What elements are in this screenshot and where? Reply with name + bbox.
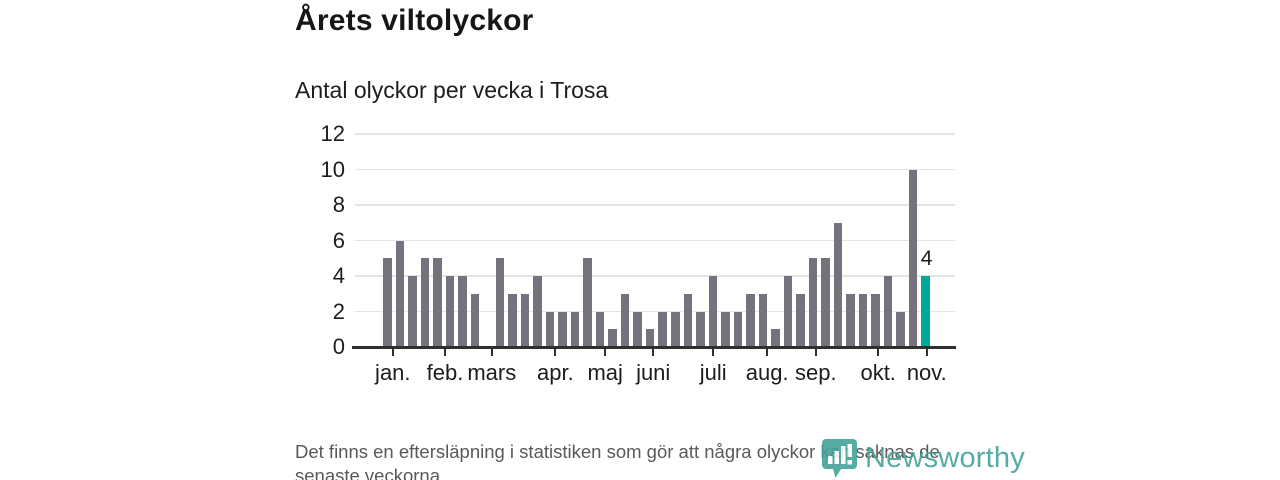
bar	[458, 276, 467, 347]
plot-area: 4	[355, 133, 955, 347]
newsworthy-pin-barchart-icon	[821, 438, 858, 479]
bar	[395, 240, 405, 347]
bar	[908, 169, 918, 347]
y-axis-labels: 0 2 4 6 8 10 12	[270, 121, 345, 359]
x-axis-month-label: juli	[699, 360, 727, 385]
x-axis-month-label: aug.	[745, 360, 789, 385]
bar	[821, 258, 830, 347]
bar	[420, 258, 430, 347]
bar	[846, 293, 855, 347]
bar	[746, 293, 755, 347]
gridline	[355, 310, 955, 313]
newsworthy-wordmark: Newsworthy	[865, 442, 1025, 474]
chart-subtitle: Antal olyckor per vecka i Trosa	[295, 77, 609, 103]
x-axis: jan. feb. mars apr. maj juni juli aug. sep. okt. n…	[355, 348, 955, 398]
y-axis-tick-label: 2	[332, 298, 345, 324]
y-axis-tick-label: 10	[320, 156, 345, 182]
x-axis-month-label: maj	[587, 360, 623, 385]
y-axis-tick-label: 0	[332, 334, 345, 359]
highlighted-bar	[921, 276, 930, 347]
x-axis-tick	[444, 348, 446, 356]
x-axis-month-label: nov.	[906, 360, 947, 385]
x-axis-month-label: okt.	[860, 360, 896, 385]
x-axis-tick	[766, 348, 769, 356]
bar	[520, 293, 530, 347]
x-axis-month-label: feb.	[426, 360, 464, 385]
y-axis-tick-label: 12	[320, 121, 345, 146]
bar	[495, 258, 505, 347]
bar	[708, 276, 718, 347]
gridline	[355, 204, 955, 206]
bar	[595, 311, 605, 347]
bar	[508, 293, 517, 347]
bar	[658, 311, 667, 347]
gridline	[355, 168, 955, 171]
gridline	[355, 133, 955, 135]
bar	[896, 311, 905, 347]
bar	[558, 311, 567, 347]
x-axis-tick	[877, 348, 880, 356]
x-axis-month-label: sep.	[795, 360, 837, 385]
x-axis-tick	[652, 348, 655, 356]
bar-value-label: 4	[920, 247, 933, 270]
bar	[883, 276, 893, 347]
footnote: Det finns en eftersläpning i statistiken…	[295, 441, 940, 480]
bar	[696, 311, 705, 347]
page-title: Årets viltolyckor	[295, 4, 534, 37]
bar	[408, 276, 417, 347]
bar	[470, 293, 480, 347]
bar	[445, 276, 455, 347]
bar	[620, 293, 630, 347]
bar	[545, 311, 555, 347]
bar	[771, 329, 780, 347]
bar	[633, 311, 642, 347]
bar	[796, 293, 805, 347]
bar	[758, 293, 768, 347]
bar	[871, 293, 880, 347]
x-axis-tick	[490, 348, 493, 356]
gridline	[355, 275, 955, 277]
bar	[570, 311, 580, 347]
bar	[733, 311, 743, 347]
bar	[721, 311, 730, 347]
bar	[583, 258, 592, 347]
x-axis-tick	[814, 348, 817, 356]
bar	[808, 258, 818, 347]
bar	[383, 258, 392, 347]
bar	[783, 276, 793, 347]
newsworthy-logo[interactable]: Newsworthy	[821, 438, 1025, 479]
x-axis-tick	[604, 348, 607, 356]
bar	[645, 329, 655, 347]
bar	[833, 222, 843, 347]
gridline	[355, 239, 955, 242]
bar	[608, 329, 617, 347]
y-axis-tick-label: 8	[332, 192, 345, 217]
y-axis-tick-label: 6	[332, 227, 345, 253]
bar	[858, 293, 868, 347]
x-axis-month-label: jan.	[375, 360, 411, 385]
x-axis-line	[352, 346, 956, 349]
x-axis-tick	[712, 348, 715, 356]
x-axis-month-label: juni	[636, 360, 671, 385]
x-axis-tick	[391, 348, 394, 356]
y-axis-tick-label: 4	[332, 263, 345, 288]
x-axis-tick	[554, 348, 557, 356]
bar	[683, 293, 693, 347]
bar	[433, 258, 442, 347]
bar	[671, 311, 680, 347]
x-axis-month-label: apr.	[537, 360, 574, 385]
x-axis-tick	[925, 348, 928, 356]
x-axis-month-label: mars	[467, 360, 517, 385]
bar	[533, 276, 542, 347]
